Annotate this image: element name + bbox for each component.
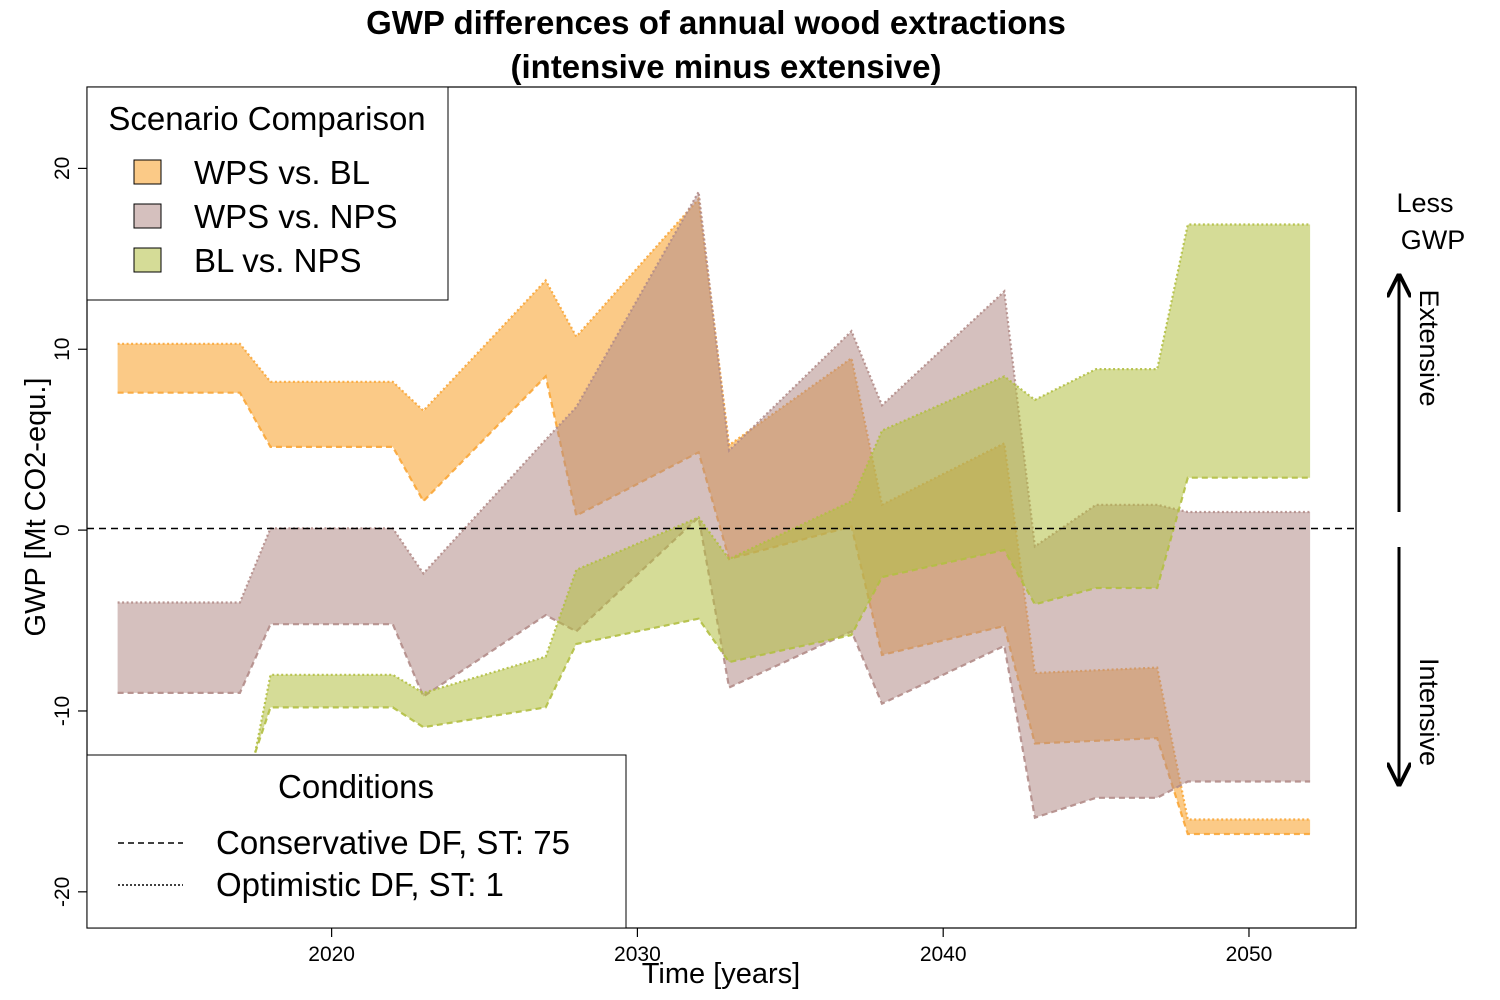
- legend-label-conservative: Conservative DF, ST: 75: [216, 824, 570, 861]
- band-bl-vs-nps: [255, 224, 1311, 753]
- y-tick-label: 20: [51, 157, 74, 180]
- y-tick-label: -20: [51, 877, 74, 907]
- chart-subtitle: (intensive minus extensive): [511, 48, 942, 85]
- legend-swatch-wps-nps: [133, 203, 162, 229]
- band-wps-vs-nps: [117, 191, 1311, 818]
- x-tick-label: 2050: [1226, 943, 1273, 966]
- x-axis-label: Time [years]: [642, 958, 800, 990]
- scenario-legend-title: Scenario Comparison: [108, 100, 425, 137]
- plot-frame: [86, 86, 1357, 929]
- x-tick-label: 2040: [920, 943, 967, 966]
- conditions-legend-title: Conditions: [278, 768, 434, 805]
- legend-label-bl-nps: BL vs. NPS: [194, 242, 362, 279]
- less-gwp-label-line2: GWP: [1401, 225, 1466, 255]
- y-axis-label: GWP [Mt CO2-equ.]: [20, 378, 52, 637]
- x-axis: 2020 2030 2040 2050: [308, 928, 1272, 966]
- side-annotations: Less GWP Extensive Intensive: [1396, 188, 1465, 784]
- legend-swatch-bl-nps: [133, 247, 162, 273]
- band-upper-edge-bl-vs-nps: [254, 223, 1311, 753]
- area-bands: [117, 188, 1311, 836]
- chart-title: GWP differences of annual wood extractio…: [366, 4, 1066, 41]
- legend-label-wps-nps: WPS vs. NPS: [194, 198, 398, 235]
- scenario-legend: Scenario Comparison WPS vs. BL WPS vs. N…: [86, 86, 449, 301]
- extensive-label: Extensive: [1414, 289, 1444, 406]
- less-gwp-label-line1: Less: [1396, 188, 1453, 218]
- y-axis: -20 -10 0 10 20: [51, 157, 87, 907]
- y-tick-label: 10: [51, 338, 74, 361]
- x-tick-label: 2030: [614, 943, 661, 966]
- conditions-legend-box: [86, 754, 627, 929]
- legend-label-wps-bl: WPS vs. BL: [194, 154, 370, 191]
- legend-swatch-wps-bl: [133, 159, 162, 185]
- x-tick-label: 2020: [308, 943, 355, 966]
- intensive-label: Intensive: [1414, 658, 1444, 766]
- band-lower-edge-bl-vs-nps: [254, 476, 1311, 753]
- y-tick-label: 0: [51, 524, 74, 536]
- y-tick-label: -10: [51, 696, 74, 726]
- conditions-legend: Conditions Conservative DF, ST: 75 Optim…: [86, 754, 627, 929]
- legend-label-optimistic: Optimistic DF, ST: 1: [216, 866, 504, 903]
